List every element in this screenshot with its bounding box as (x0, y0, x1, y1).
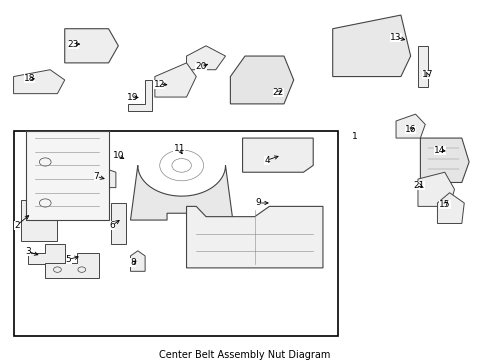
Text: 3: 3 (25, 247, 31, 256)
Polygon shape (333, 15, 411, 77)
Text: 9: 9 (256, 198, 262, 207)
FancyBboxPatch shape (21, 199, 57, 240)
Bar (14, 131, 338, 336)
Text: 11: 11 (173, 144, 185, 153)
Polygon shape (187, 46, 225, 70)
Text: 7: 7 (94, 172, 99, 181)
Polygon shape (230, 56, 294, 104)
Polygon shape (45, 252, 99, 278)
Polygon shape (438, 193, 464, 224)
Text: 20: 20 (196, 63, 207, 72)
Text: 16: 16 (405, 125, 416, 134)
Polygon shape (28, 244, 65, 265)
Text: 5: 5 (66, 255, 72, 264)
Text: 12: 12 (154, 80, 166, 89)
Polygon shape (396, 114, 425, 138)
Text: 17: 17 (422, 70, 434, 79)
Polygon shape (130, 165, 233, 220)
Text: 4: 4 (264, 156, 270, 165)
Polygon shape (97, 169, 116, 188)
Text: 19: 19 (127, 93, 139, 102)
Polygon shape (26, 131, 109, 220)
Text: Center Belt Assembly Nut Diagram: Center Belt Assembly Nut Diagram (159, 350, 331, 360)
Text: 1: 1 (352, 132, 358, 141)
Polygon shape (418, 46, 428, 87)
Polygon shape (14, 70, 65, 94)
Polygon shape (420, 138, 469, 183)
Text: 23: 23 (68, 40, 79, 49)
Text: 15: 15 (439, 200, 450, 209)
Polygon shape (243, 138, 313, 172)
Text: 6: 6 (110, 221, 115, 230)
Text: 8: 8 (130, 258, 136, 267)
Polygon shape (187, 206, 323, 268)
Polygon shape (418, 172, 455, 206)
Text: 18: 18 (24, 74, 35, 83)
Polygon shape (128, 80, 152, 111)
Polygon shape (65, 29, 118, 63)
Text: 13: 13 (391, 33, 402, 42)
Text: 2: 2 (14, 221, 20, 230)
Text: 21: 21 (414, 181, 425, 190)
FancyBboxPatch shape (111, 203, 125, 244)
Polygon shape (130, 251, 145, 271)
Text: 14: 14 (434, 145, 445, 154)
Text: 10: 10 (113, 151, 124, 160)
Text: 22: 22 (272, 89, 284, 98)
Polygon shape (155, 63, 196, 97)
